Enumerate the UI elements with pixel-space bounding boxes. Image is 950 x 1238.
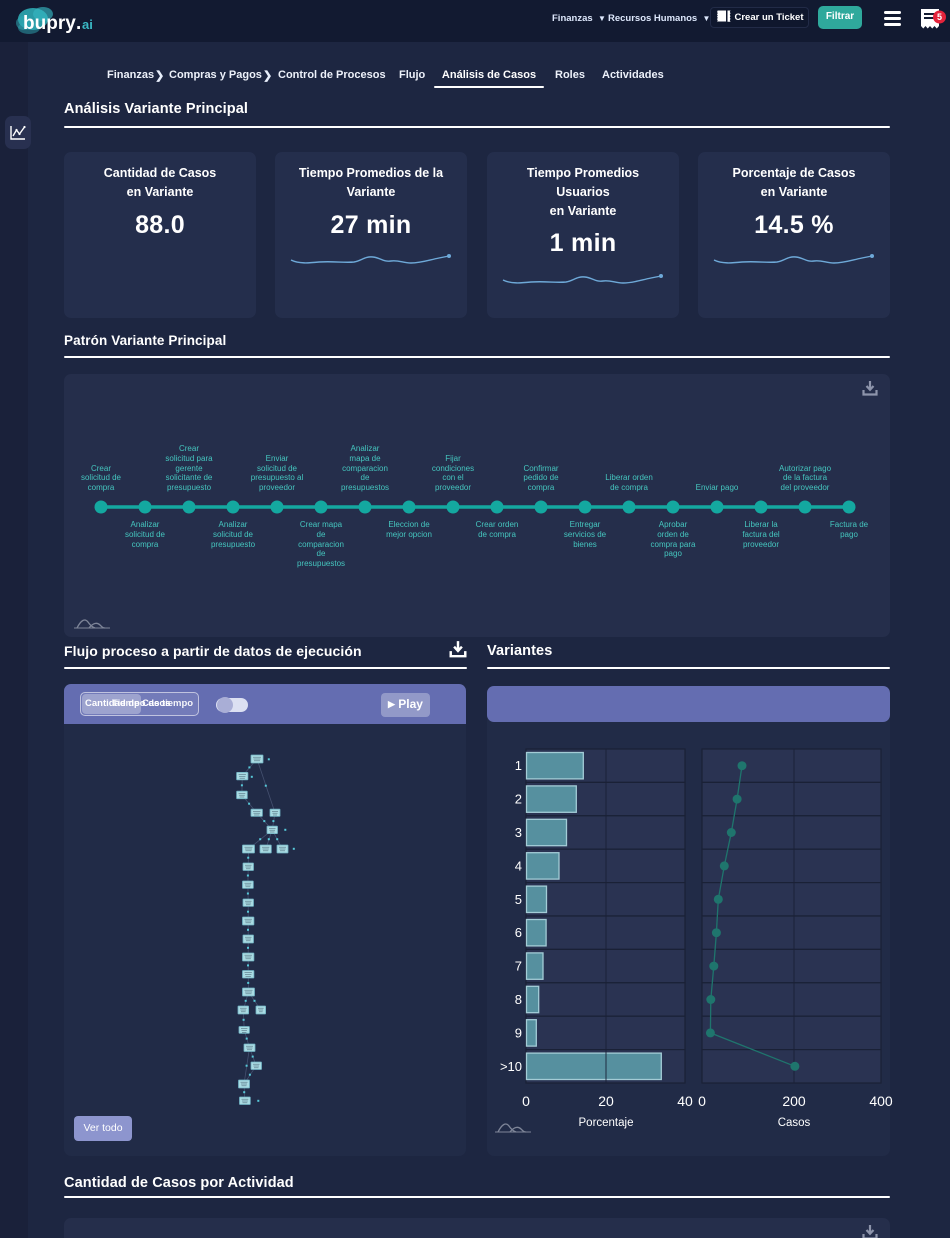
svg-text:200: 200 <box>782 1093 806 1109</box>
svg-text:9: 9 <box>515 1025 522 1040</box>
svg-text:ai: ai <box>82 17 93 32</box>
svg-text:400: 400 <box>869 1093 893 1109</box>
svg-text:7: 7 <box>515 959 522 974</box>
svg-text:3: 3 <box>515 825 522 840</box>
svg-text:20: 20 <box>598 1093 614 1109</box>
svg-text:40: 40 <box>677 1093 693 1109</box>
svg-text:>10: >10 <box>500 1059 522 1074</box>
svg-text:8: 8 <box>515 992 522 1007</box>
svg-text:0: 0 <box>698 1093 706 1109</box>
svg-text:4: 4 <box>515 858 522 873</box>
svg-text:0: 0 <box>522 1093 530 1109</box>
svg-text:6: 6 <box>515 925 522 940</box>
svg-text:5: 5 <box>515 892 522 907</box>
svg-text:bupry: bupry <box>23 13 76 34</box>
svg-text:Casos: Casos <box>778 1117 811 1129</box>
svg-text:5: 5 <box>937 12 942 22</box>
svg-text:Porcentaje: Porcentaje <box>579 1117 634 1129</box>
svg-text:1: 1 <box>515 758 522 773</box>
svg-text:2: 2 <box>515 792 522 807</box>
svg-text:.: . <box>76 13 81 34</box>
